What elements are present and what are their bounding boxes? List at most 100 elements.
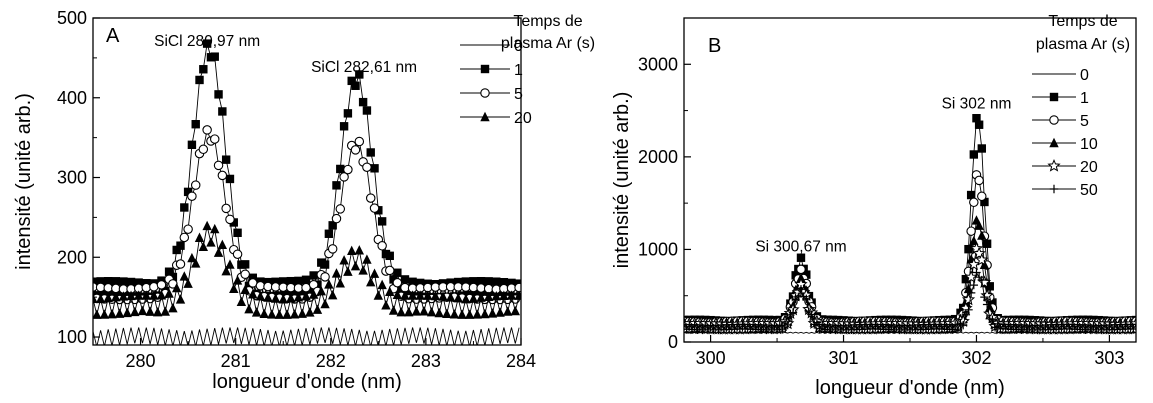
x-tick-label: 300 <box>696 348 726 368</box>
data-point <box>476 292 486 302</box>
data-point <box>327 244 338 254</box>
data-point <box>202 39 212 48</box>
data-point <box>270 293 281 303</box>
data-point <box>972 268 981 277</box>
legend-marker <box>1047 159 1061 172</box>
data-point <box>160 306 170 316</box>
data-point <box>179 232 190 243</box>
data-point <box>240 260 250 269</box>
legend-title: Temps de <box>513 13 582 30</box>
data-point <box>183 187 193 197</box>
data-point <box>104 276 113 286</box>
data-point <box>248 273 257 282</box>
data-point <box>355 70 364 79</box>
data-point <box>377 279 387 290</box>
data-point <box>240 269 250 279</box>
data-point <box>126 277 136 287</box>
series-line-5 <box>684 173 1136 329</box>
x-tick-label: 281 <box>221 351 251 371</box>
data-point <box>812 318 822 327</box>
data-point <box>354 245 365 255</box>
data-point <box>381 300 391 310</box>
data-point <box>411 306 422 316</box>
data-point <box>392 289 403 299</box>
legend-title: plasma Ar (s) <box>501 35 595 52</box>
data-point <box>244 281 254 291</box>
data-point <box>199 65 208 74</box>
data-point <box>263 292 273 302</box>
legend-marker <box>1049 184 1059 194</box>
data-point <box>454 277 463 287</box>
data-point <box>396 286 406 295</box>
data-point <box>225 174 235 184</box>
data-point <box>114 308 125 318</box>
data-point <box>977 144 986 153</box>
data-point <box>221 265 231 276</box>
y-axis-label: intensité (unité arb.) <box>13 93 35 270</box>
peak-annotation: Si 300,67 nm <box>755 238 846 255</box>
data-point <box>815 324 824 333</box>
data-point <box>202 220 212 231</box>
data-point <box>967 257 981 271</box>
data-point <box>279 277 288 286</box>
data-point <box>506 290 517 300</box>
data-point <box>176 241 185 250</box>
data-point <box>392 277 403 288</box>
data-point <box>297 308 307 318</box>
data-point <box>301 275 311 284</box>
x-tick-label: 302 <box>961 348 991 368</box>
data-point <box>183 224 193 234</box>
data-point <box>502 306 513 316</box>
data-point <box>221 203 231 214</box>
data-point <box>164 288 174 298</box>
data-point <box>218 107 227 116</box>
data-point <box>305 307 315 317</box>
x-tick-label: 301 <box>829 348 859 368</box>
data-point <box>286 276 296 286</box>
data-point <box>278 294 288 304</box>
data-point <box>977 230 987 240</box>
x-tick-label: 284 <box>506 351 536 371</box>
data-point <box>195 75 204 85</box>
data-point <box>320 260 330 269</box>
data-point <box>308 289 319 299</box>
data-point <box>206 237 216 247</box>
data-point <box>343 266 353 276</box>
data-point <box>783 320 792 330</box>
data-point <box>221 155 231 164</box>
data-point <box>464 309 475 319</box>
data-point <box>217 239 228 250</box>
data-point <box>975 253 989 266</box>
legend-label: 20 <box>514 110 532 127</box>
series-1 <box>684 114 1136 332</box>
peak-annotation: SiCl 282,61 nm <box>311 59 417 76</box>
data-point <box>248 289 258 299</box>
data-point <box>772 325 782 335</box>
data-point <box>469 277 478 286</box>
data-point <box>365 193 376 203</box>
data-point <box>507 278 516 288</box>
data-point <box>499 278 509 287</box>
data-point <box>487 308 498 318</box>
data-point <box>339 172 349 182</box>
data-point <box>974 120 984 129</box>
data-point <box>377 217 387 226</box>
data-point <box>331 268 342 278</box>
data-point <box>491 290 501 301</box>
data-point <box>240 284 250 295</box>
data-point <box>982 239 992 248</box>
data-point <box>229 218 238 227</box>
y-tick-label: 3000 <box>638 54 678 74</box>
legend-label: 50 <box>1080 182 1098 199</box>
x-axis-label: longueur d'onde (nm) <box>815 377 1005 399</box>
data-point <box>347 76 356 86</box>
data-point <box>145 306 155 316</box>
data-point <box>407 290 418 300</box>
data-point <box>385 251 394 261</box>
data-point <box>187 191 197 201</box>
legend-label: 20 <box>1080 159 1098 176</box>
data-point <box>366 148 375 157</box>
legend-marker <box>1049 115 1059 125</box>
data-point <box>434 307 444 318</box>
series-line-5 <box>93 128 520 301</box>
